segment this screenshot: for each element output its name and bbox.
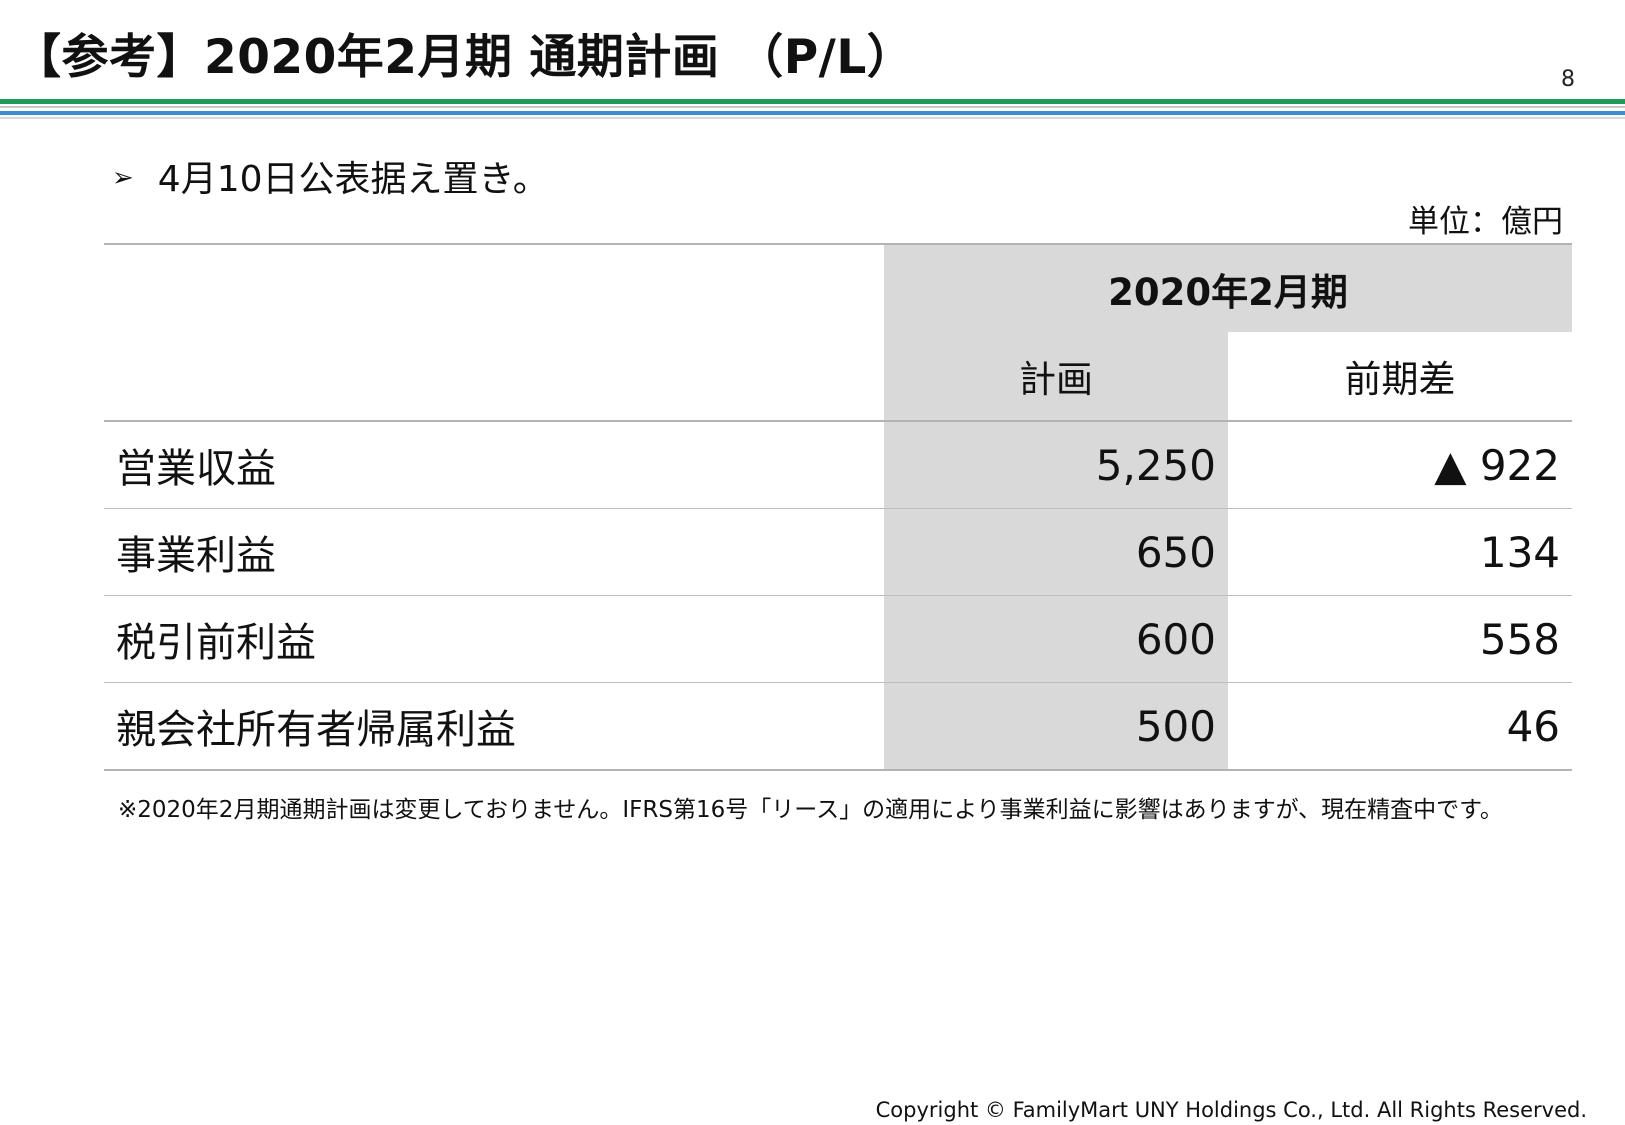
header-rule-blue — [0, 111, 1625, 115]
period-header: 2020年2月期 — [884, 243, 1573, 332]
arrow-bullet-icon: ➢ — [112, 163, 134, 193]
table-subheader-row: 計画 前期差 — [104, 332, 1573, 422]
bullet-note: ➢ 4月10日公表据え置き。 — [112, 150, 549, 202]
copyright-notice: Copyright © FamilyMart UNY Holdings Co.,… — [875, 1098, 1587, 1122]
pl-plan-table: 2020年2月期 計画 前期差 営業収益 5,250 ▲ 922 事業利益 65… — [104, 243, 1573, 771]
diff-value: 134 — [1228, 508, 1573, 596]
row-label: 親会社所有者帰属利益 — [104, 682, 884, 771]
subheader-empty-cell — [104, 332, 884, 422]
table-row: 事業利益 650 134 — [104, 508, 1573, 596]
plan-value: 650 — [884, 508, 1228, 596]
table-row: 税引前利益 600 558 — [104, 595, 1573, 683]
table-row: 親会社所有者帰属利益 500 46 — [104, 682, 1573, 771]
footnote: ※2020年2月期通期計画は変更しておりません。IFRS第16号「リース」の適用… — [118, 797, 1503, 823]
header-rule-gray — [0, 106, 1625, 108]
plan-value: 600 — [884, 595, 1228, 683]
header-rule-gray-lower — [0, 117, 1625, 119]
page-number: 8 — [1561, 67, 1575, 92]
header-rule-green — [0, 99, 1625, 104]
plan-value: 5,250 — [884, 421, 1228, 509]
slide-title: 【参考】2020年2月期 通期計画 （P/L） — [14, 30, 915, 85]
table-row: 営業収益 5,250 ▲ 922 — [104, 421, 1573, 509]
column-header-diff: 前期差 — [1228, 332, 1573, 422]
diff-value: 46 — [1228, 682, 1573, 771]
table-header-row: 2020年2月期 — [104, 243, 1573, 332]
row-label: 事業利益 — [104, 508, 884, 596]
diff-value: 558 — [1228, 595, 1573, 683]
column-header-plan: 計画 — [884, 332, 1228, 422]
header-empty-cell — [104, 243, 884, 332]
row-label: 営業収益 — [104, 421, 884, 509]
diff-value: ▲ 922 — [1228, 421, 1573, 509]
plan-value: 500 — [884, 682, 1228, 771]
row-label: 税引前利益 — [104, 595, 884, 683]
unit-label: 単位：億円 — [1408, 204, 1563, 240]
bullet-text: 4月10日公表据え置き。 — [157, 159, 549, 200]
